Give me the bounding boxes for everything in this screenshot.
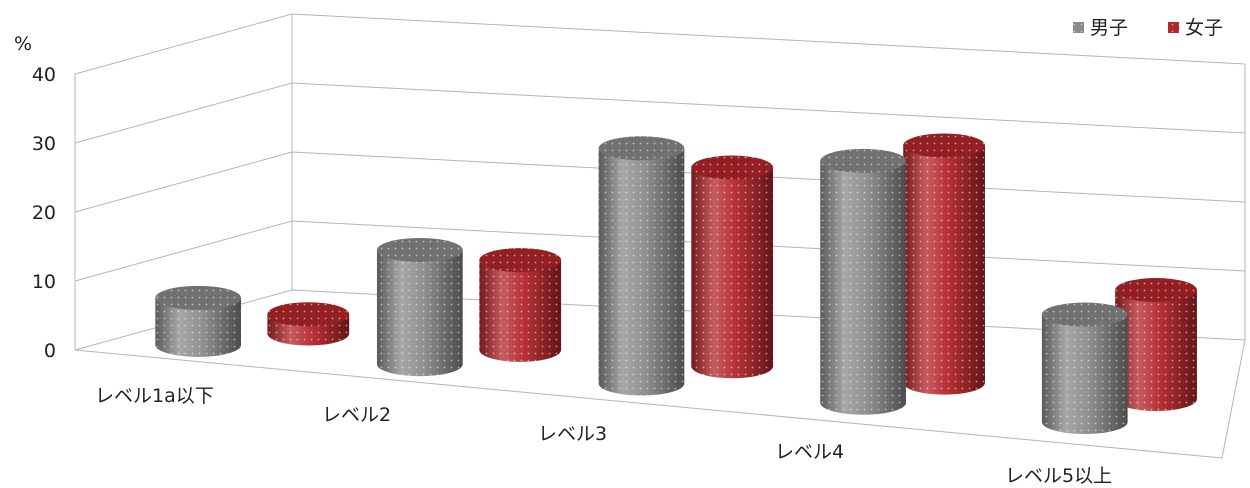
bar-男子-レベル2 xyxy=(376,237,463,377)
y-tick-label: 30 xyxy=(32,133,56,155)
bar-男子-レベル3 xyxy=(598,136,685,396)
bar-女子-レベル3 xyxy=(691,155,774,379)
category-label: レベル3 xyxy=(538,423,607,445)
category-label: レベル2 xyxy=(322,404,391,426)
bar-男子-レベル5以上 xyxy=(1041,302,1128,435)
bar-top-texture xyxy=(820,148,906,173)
bar-top-texture xyxy=(598,136,685,161)
bar-top-texture xyxy=(376,237,463,262)
legend-swatch-texture xyxy=(1168,22,1179,33)
category-label: レベル5以上 xyxy=(1005,465,1112,487)
category-label: レベル1a以下 xyxy=(95,385,214,407)
unit-label: % xyxy=(14,33,32,55)
y-tick-label: 10 xyxy=(32,271,56,293)
bar-body-texture xyxy=(479,260,562,362)
bar-body-texture xyxy=(1041,314,1128,435)
bar-body-texture xyxy=(903,145,985,395)
bar-top-texture xyxy=(903,133,985,158)
bar-top-texture xyxy=(691,155,774,180)
y-tick-label: 20 xyxy=(32,202,56,224)
gridline xyxy=(74,13,1246,75)
bar-top-texture xyxy=(1041,302,1128,327)
y-tick-label: 40 xyxy=(32,64,56,86)
bar-top-texture xyxy=(267,302,350,327)
bar-女子-レベル1a以下 xyxy=(267,302,350,346)
bar-女子-レベル4 xyxy=(903,133,985,395)
bar-top-texture xyxy=(155,285,242,310)
bar-top-texture xyxy=(1115,278,1197,303)
bar-女子-レベル5以上 xyxy=(1115,278,1197,411)
y-tick-label: 0 xyxy=(44,340,56,362)
bar-body-texture xyxy=(598,148,685,396)
bar-女子-レベル2 xyxy=(479,248,562,362)
bar-男子-レベル1a以下 xyxy=(155,285,242,357)
legend-label: 女子 xyxy=(1185,17,1223,39)
gridline xyxy=(74,82,1246,144)
bar-body-texture xyxy=(1115,290,1197,411)
axis-labels: % 0 10 20 30 40 xyxy=(14,33,56,362)
category-label: レベル4 xyxy=(775,441,844,463)
legend: 男子 女子 xyxy=(1073,17,1223,39)
bar-body-texture xyxy=(376,249,463,377)
bar-男子-レベル4 xyxy=(820,148,906,415)
bar-top-texture xyxy=(479,248,562,273)
bar-body-texture xyxy=(820,160,906,415)
legend-label: 男子 xyxy=(1090,17,1128,39)
bar-body-texture xyxy=(155,297,242,357)
legend-swatch-texture xyxy=(1073,22,1084,33)
bars-group xyxy=(155,133,1197,435)
bar-body-texture xyxy=(691,167,774,379)
